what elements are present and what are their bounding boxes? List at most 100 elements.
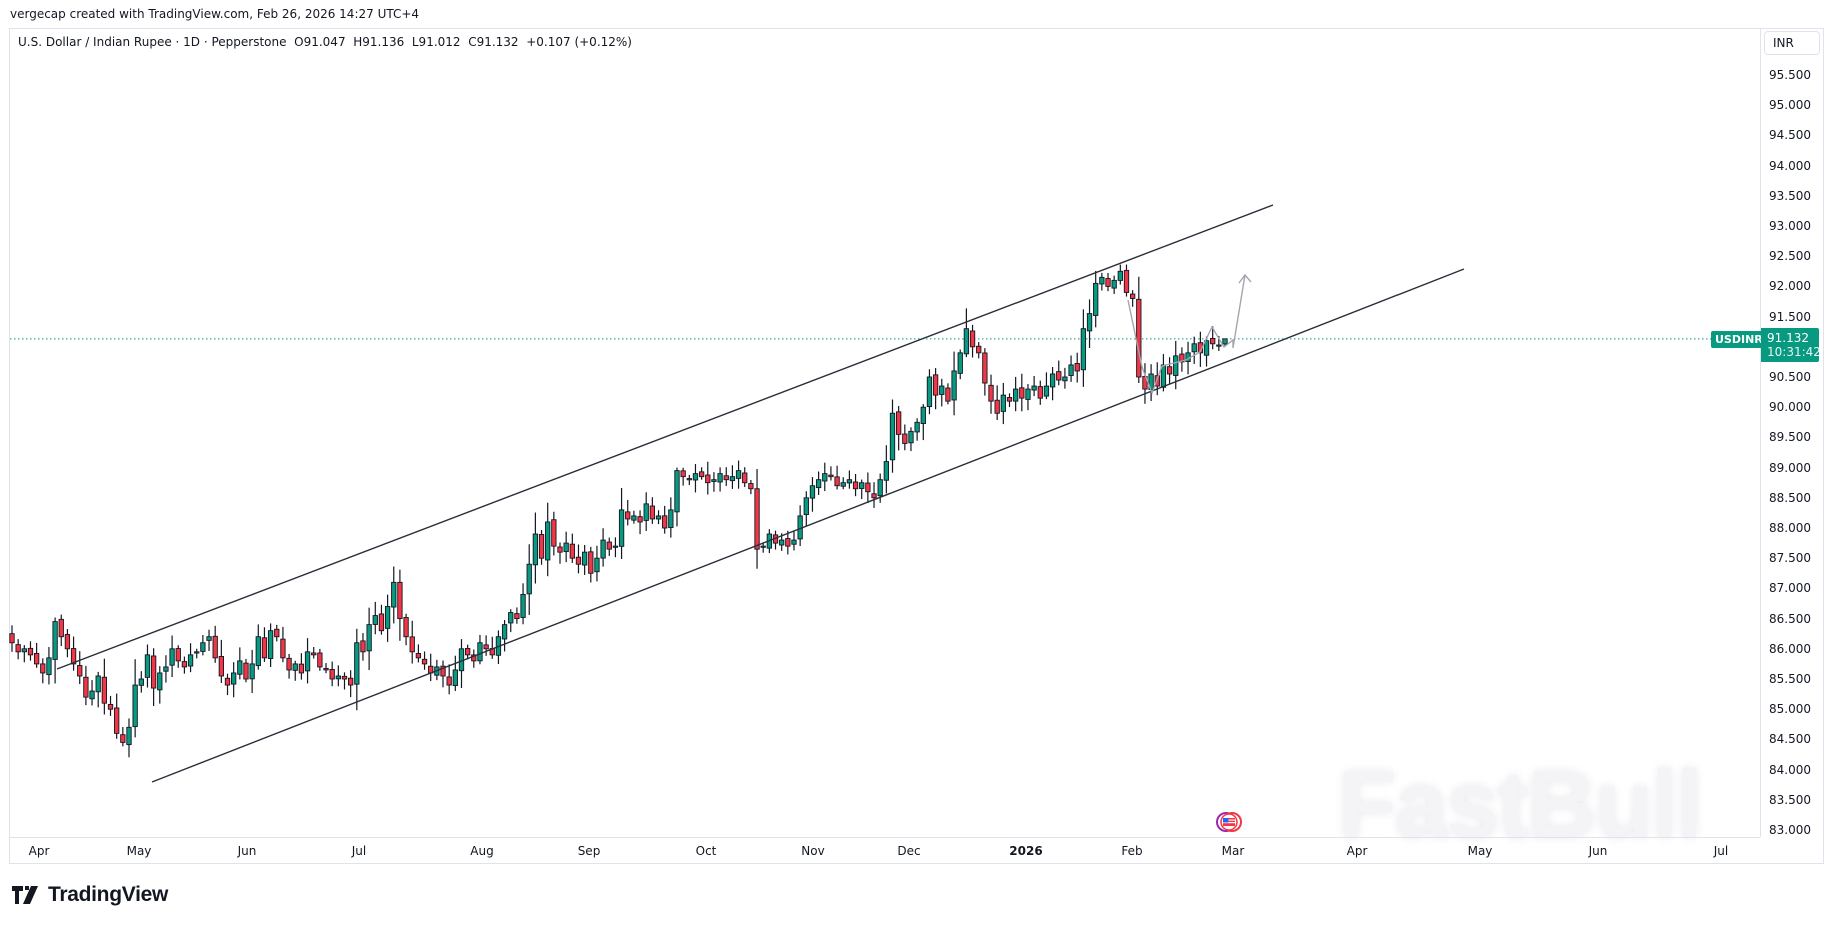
candle-body (902, 433, 908, 444)
candle-body (1086, 313, 1093, 332)
candle-body (809, 485, 816, 499)
candle-body (206, 636, 212, 641)
candle-body (384, 606, 391, 629)
candle-body (1191, 343, 1197, 353)
candle-body (1093, 282, 1099, 316)
candle-body (175, 648, 181, 662)
price-tick: 83.000 (1769, 823, 1811, 837)
candle-body (748, 483, 754, 490)
currency-selector[interactable]: INR (1764, 31, 1820, 55)
candle-body (1117, 270, 1123, 281)
price-tick: 86.500 (1769, 611, 1811, 626)
candle-body (341, 675, 348, 680)
candle-body (1043, 385, 1050, 397)
candle-body (705, 474, 711, 484)
candle-body (822, 473, 828, 482)
price-axis[interactable] (1760, 29, 1824, 837)
candle-body (920, 406, 926, 425)
bar-countdown: 10:31:42 (1767, 345, 1821, 359)
projection-arrowhead-icon (1238, 273, 1252, 284)
candle-body (588, 551, 594, 574)
candle-body (717, 473, 723, 483)
candle-body (1203, 340, 1210, 356)
candle-body (33, 653, 40, 665)
time-tick: Jul (351, 844, 367, 858)
fastbull-watermark: FastBull (1338, 751, 1703, 858)
candle-body (95, 675, 101, 693)
candle-body (754, 488, 760, 550)
candle-body (144, 654, 151, 678)
candle-body (354, 642, 360, 685)
candle-body (501, 624, 508, 640)
price-tick: 88.500 (1769, 490, 1811, 505)
candle-body (625, 511, 631, 520)
candle-body (508, 612, 514, 624)
candle-body (760, 545, 766, 548)
candle-body (1173, 355, 1179, 376)
candle-body (742, 472, 748, 484)
candle-body (403, 617, 409, 638)
candle-body (1123, 269, 1130, 293)
time-tick: Mar (1221, 844, 1245, 858)
candle-body (132, 684, 138, 728)
candle-body (21, 648, 27, 653)
candle-body (200, 642, 206, 652)
candle-body (329, 669, 335, 680)
candle-body (994, 399, 1000, 414)
candle-body (963, 328, 970, 355)
candle-body (335, 675, 341, 680)
candle-body (514, 613, 520, 620)
candle-body (1000, 394, 1006, 412)
candle-body (1111, 279, 1117, 289)
price-tick: 89.500 (1769, 430, 1811, 445)
candle-body (871, 493, 877, 499)
candle-body (378, 613, 385, 632)
symbol-price-label: USDINR (1711, 331, 1767, 348)
candle-body (779, 539, 785, 546)
candle-body (1006, 397, 1013, 402)
candle-body (575, 556, 582, 565)
candle-body (538, 534, 545, 559)
candle-body (181, 661, 188, 668)
candle-body (77, 665, 83, 677)
time-axis[interactable] (10, 837, 1760, 864)
tradingview-logo[interactable]: TradingView (12, 883, 168, 907)
candle-body (1179, 353, 1185, 363)
candle-body (569, 543, 575, 559)
candle-body (471, 654, 477, 662)
candle-body (224, 677, 231, 686)
tradingview-logo-icon (12, 886, 38, 904)
candle-body (557, 546, 563, 553)
candle-body (1216, 344, 1222, 347)
current-price: 91.132 (1767, 331, 1809, 345)
candle-body (735, 470, 742, 479)
price-tick: 94.000 (1769, 158, 1811, 173)
candle-body (612, 545, 619, 548)
candle-body (526, 563, 532, 595)
candle-body (1154, 375, 1160, 387)
us-economic-event-icon[interactable] (1214, 811, 1244, 833)
candle-body (1129, 293, 1136, 299)
time-tick: Aug (470, 844, 494, 858)
candle-body (243, 662, 249, 680)
candle-body (662, 515, 668, 529)
candle-body (64, 634, 71, 650)
candle-body (1210, 338, 1216, 345)
candle-body (1025, 388, 1031, 400)
price-tick: 85.500 (1769, 672, 1811, 686)
candle-body (532, 533, 539, 566)
candle-body (415, 653, 422, 659)
candle-body (409, 636, 415, 653)
candle-body (440, 665, 446, 677)
candle-body (988, 384, 994, 402)
upper-channel-trendline (56, 204, 1274, 670)
candle-body (883, 461, 889, 481)
candle-body (951, 370, 957, 401)
candle-body (1012, 388, 1019, 402)
candle-body (280, 638, 286, 659)
candle-body (150, 655, 157, 689)
price-tick: 94.500 (1769, 128, 1811, 143)
candle-body (581, 551, 588, 566)
time-tick: Sep (577, 844, 601, 858)
